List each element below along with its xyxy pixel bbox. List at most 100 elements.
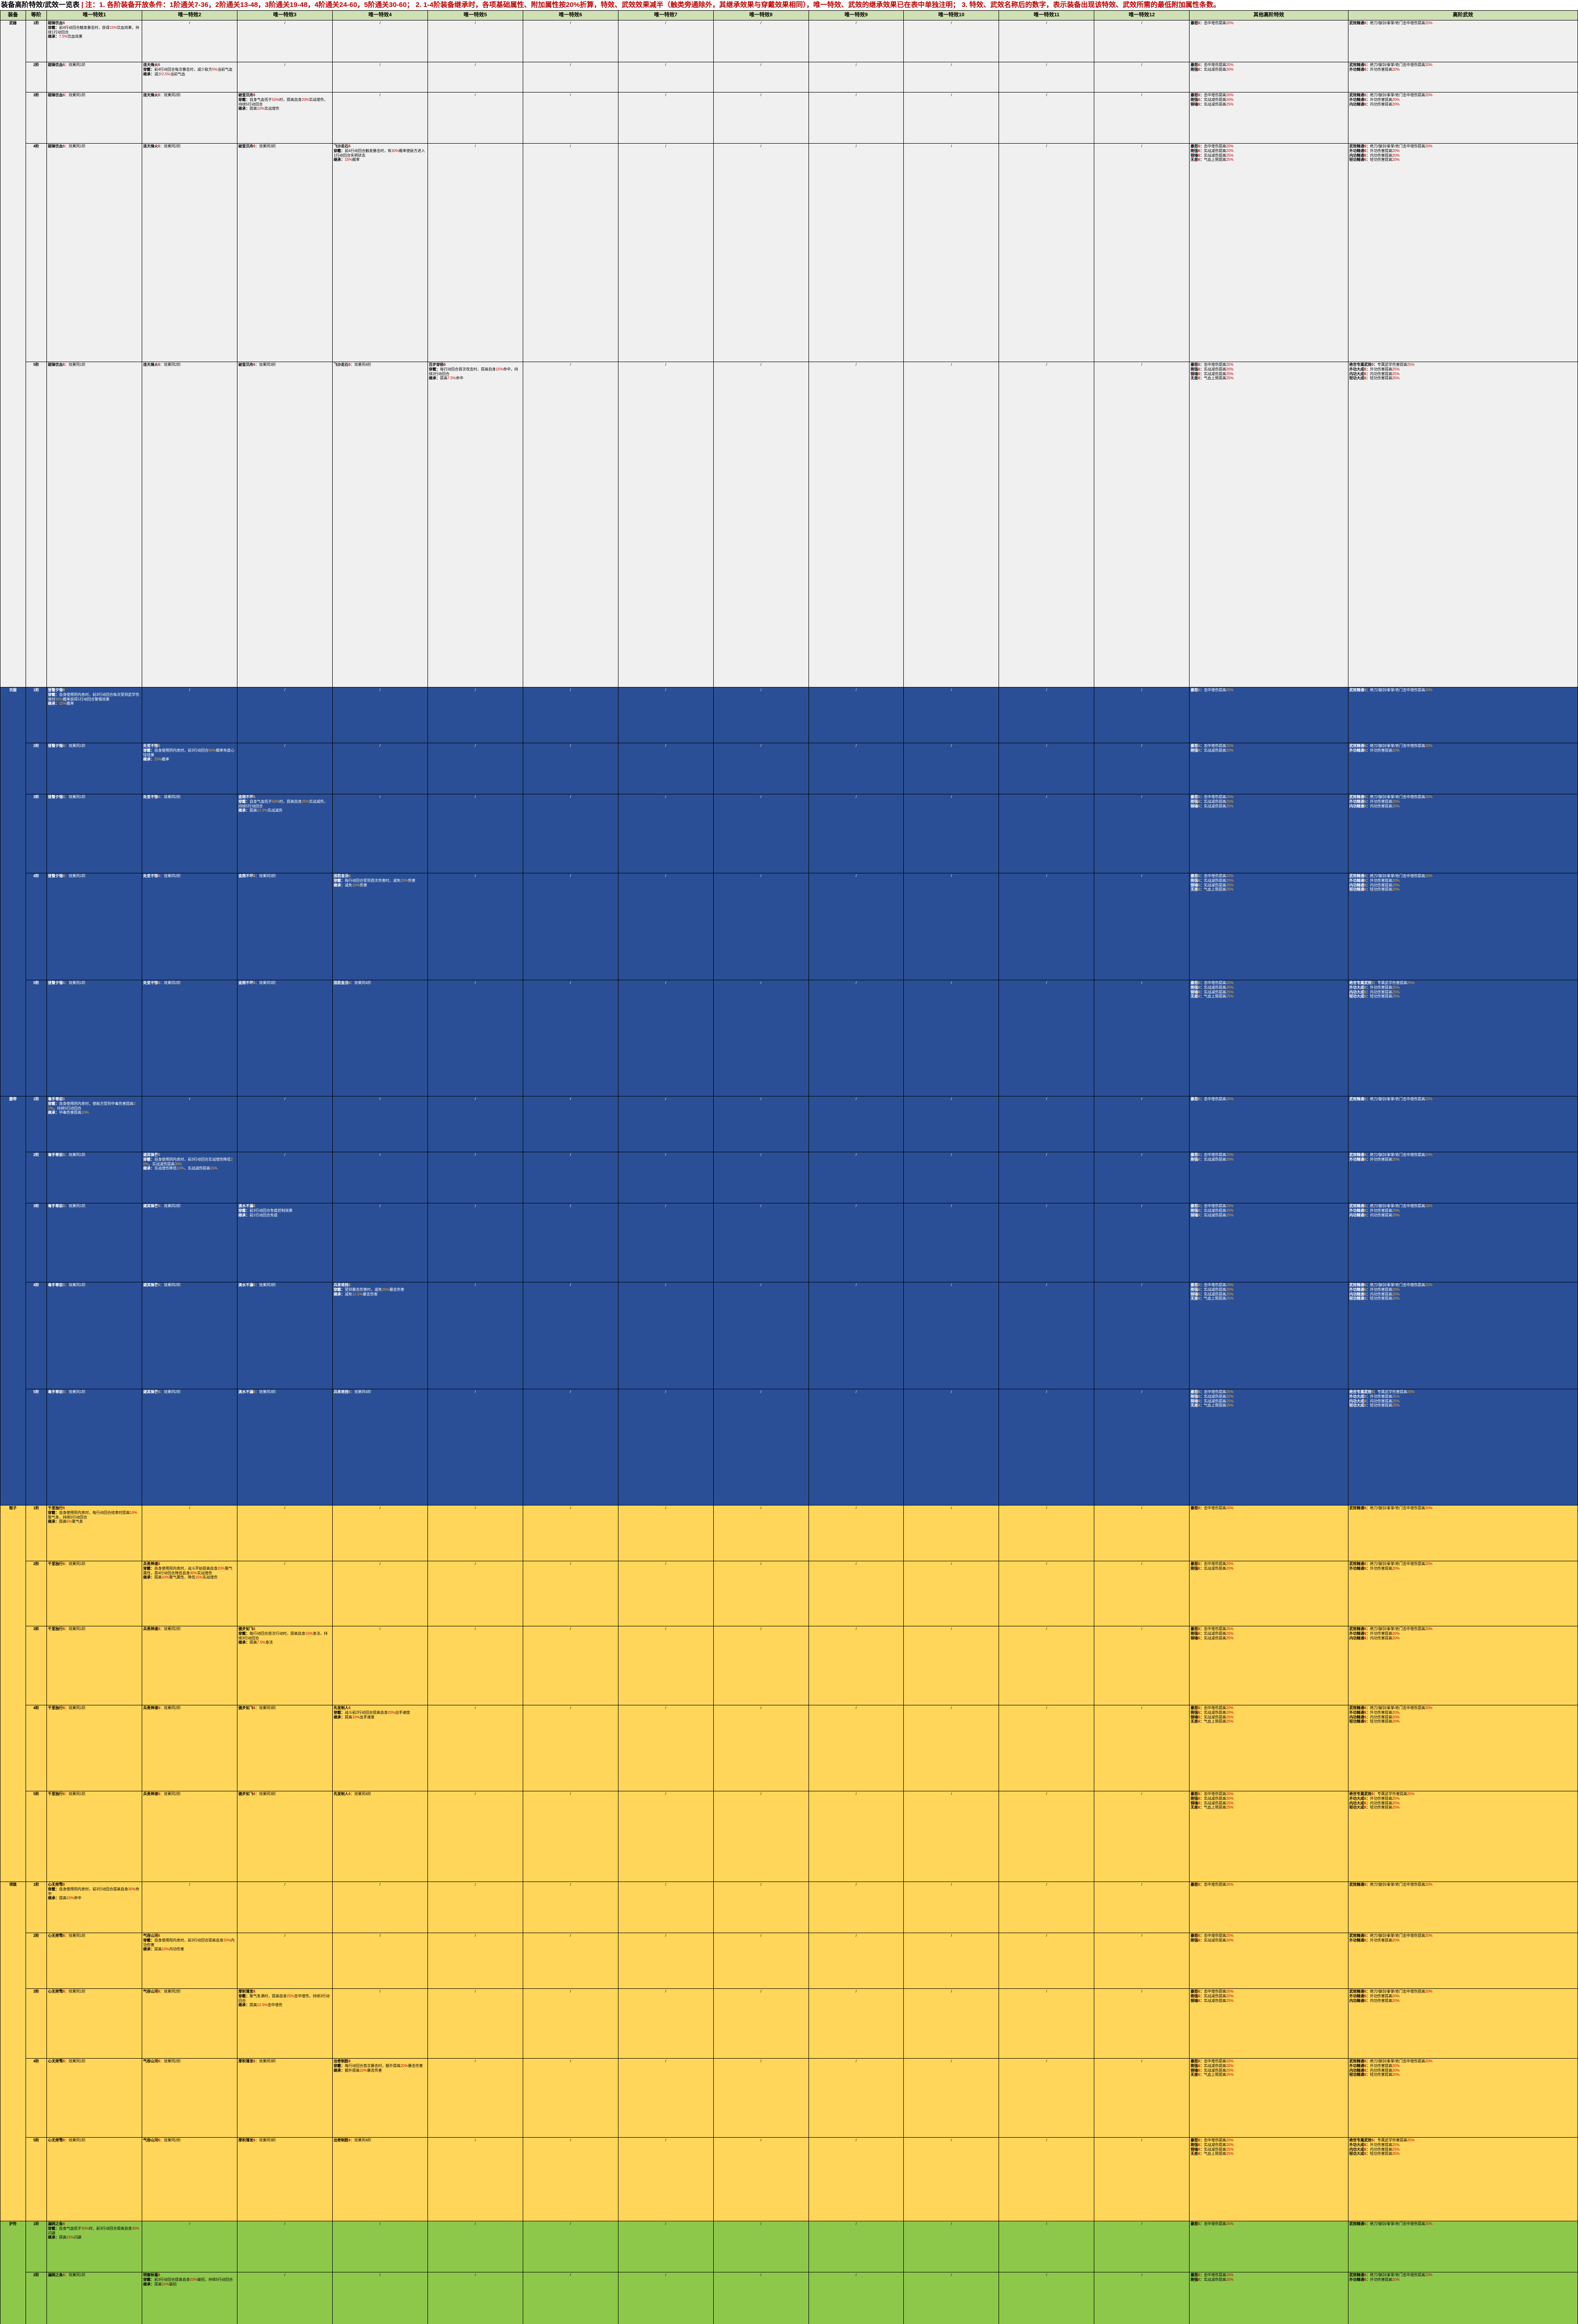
unique-effect-cell-11: / [999,980,1095,1096]
unique-effect-cell-5: / [427,2272,523,2324]
unique-effect-cell-11: / [999,1933,1095,1989]
unique-effect-cell-3: / [237,62,333,92]
unique-effect-cell-2: / [142,1882,238,1933]
high-martial-effects-cell: 武效精通6：绝刀/御剑/拳掌/奇门击中增伤提高20% [1348,1882,1578,1933]
high-martial-effects-cell: 武效精通6：绝刀/御剑/拳掌/奇门击中增伤提高20% 外功精通6：外功伤害提高20… [1348,62,1578,92]
unique-effect-cell-4: 先发制人6：效果同4阶 [332,1791,428,1882]
unique-effect-cell-2: 避其锋芒6：效果同2阶 [142,1203,238,1282]
unique-effect-cell-4: / [332,92,428,144]
tier-cell: 1阶 [25,1882,47,1933]
table-row: 2阶 毒手尊前6：效果同1阶 避其锋芒6 穿戴：自身使用阴内息时，前3行动回合实战增伤… [0,1152,1578,1203]
unique-effect-cell-1: 昼警夕惕6：效果同1阶 [46,794,143,873]
unique-effect-cell-6: / [522,1626,618,1705]
unique-effect-cell-5: / [427,1882,523,1933]
unique-effect-cell-3: / [237,20,333,62]
column-header-2: 等阶 [25,10,47,20]
unique-effect-cell-2: / [142,1505,238,1561]
unique-effect-cell-5: / [427,1626,523,1705]
column-header-12: 唯一特效10 [903,10,999,20]
unique-effect-cell-8: / [713,1203,809,1282]
unique-effect-cell-2: 气吞山河6：效果同2阶 [142,1988,238,2059]
unique-effect-cell-4: / [332,20,428,62]
unique-effect-cell-6: / [522,873,618,980]
other-high-effects-cell: 暴怒6：击中增伤提高20% 刚强6：实战减伤提高20% 铜墙6：实战减伤提高25% 无… [1189,2137,1348,2221]
unique-effect-cell-7: / [618,873,714,980]
unique-effect-cell-4: / [332,1152,428,1203]
unique-effect-cell-5: / [427,62,523,92]
high-martial-effects-cell: 绝世专属武效6：专属武学伤害提高25% 外功大成6：外功伤害提高25% 内功大成6：… [1348,1389,1578,1505]
unique-effect-cell-1: 昼警夕惕6：效果同1阶 [46,743,143,794]
tier-cell: 5阶 [25,362,47,687]
tier-cell: 1阶 [25,2221,47,2272]
table-row: 3阶 蹈锋饮血6：效果同1阶 连天烽火6：效果同2阶 破釜沉舟6 穿戴：自身气血低于50… [0,92,1578,144]
unique-effect-cell-8: / [713,2137,809,2221]
unique-effect-cell-9: / [808,2272,904,2324]
unique-effect-cell-11: / [999,687,1095,743]
unique-effect-cell-5: / [427,1203,523,1282]
unique-effect-cell-6: / [522,1933,618,1989]
unique-effect-cell-3: 厚积薄发6 穿戴：聚气条满时，提高自身25%击中增伤，持续3行动回合 继承：提高12… [237,1988,333,2059]
unique-effect-cell-6: / [522,2272,618,2324]
other-high-effects-cell: 暴怒6：击中增伤提高20% 刚强6：实战减伤提高20% [1189,1152,1348,1203]
category-cell-武器: 武器 [0,20,26,687]
unique-effect-cell-9: / [808,362,904,687]
column-header-5: 唯一特效3 [237,10,333,20]
high-martial-effects-cell: 武效精通6：绝刀/御剑/拳掌/奇门击中增伤提高20% 外功精通6：外功伤害提高20… [1348,92,1578,144]
high-martial-effects-cell: 武效精通6：绝刀/御剑/拳掌/奇门击中增伤提高20% 外功精通6：外功伤害提高20… [1348,743,1578,794]
unique-effect-cell-1: 千里独行6：效果同1阶 [46,1626,143,1705]
unique-effect-cell-8: / [713,1282,809,1389]
unique-effect-cell-11: / [999,62,1095,92]
unique-effect-cell-8: / [713,1505,809,1561]
table-row: 3阶 昼警夕惕6：效果同1阶 处变不惊6：效果同2阶 金刚不坏6 穿戴：自身气血低于50… [0,794,1578,873]
unique-effect-cell-7: / [618,2058,714,2138]
unique-effect-cell-8: / [713,1791,809,1882]
unique-effect-cell-12: / [1094,873,1190,980]
unique-effect-cell-4: 飞沙走石6：效果同4阶 [332,362,428,687]
unique-effect-cell-4: / [332,743,428,794]
unique-effect-cell-12: / [1094,687,1190,743]
unique-effect-cell-11: / [999,794,1095,873]
high-martial-effects-cell: 武效精通6：绝刀/御剑/拳掌/奇门击中增伤提高20% 外功精通6：外功伤害提高20… [1348,2272,1578,2324]
other-high-effects-cell: 暴怒6：击中增伤提高20% 刚强6：实战减伤提高20% 铜墙6：实战减伤提高25% 无… [1189,362,1348,687]
unique-effect-cell-7: / [618,1626,714,1705]
unique-effect-cell-3: 金刚不坏6 穿戴：自身气血低于50%时，提高自身25%实战减伤，持续5行动回合 继承… [237,794,333,873]
unique-effect-cell-1: 千里独行6：效果同1阶 [46,1791,143,1882]
unique-effect-cell-10: / [903,143,999,362]
unique-effect-cell-2: 处变不惊6 穿戴：自身使用阴内息时，前3行动回合50%概率免疫心惊效果 继承：25%… [142,743,238,794]
header-notes: 注：1. 各阶装备开放条件：1阶通关7-36，2阶通关13-48，3阶通关19-… [85,1,1221,9]
high-martial-effects-cell: 武效精通6：绝刀/御剑/拳掌/奇门击中增伤提高20% 外功精通6：外功伤害提高20… [1348,1561,1578,1626]
unique-effect-cell-5: / [427,687,523,743]
unique-effect-cell-11: / [999,20,1095,62]
column-header-6: 唯一特效4 [332,10,428,20]
high-martial-effects-cell: 武效精通6：绝刀/御剑/拳掌/奇门击中增伤提高20% 外功精通6：外功伤害提高20… [1348,1705,1578,1791]
other-high-effects-cell: 暴怒6：击中增伤提高20% 刚强6：实战减伤提高20% 铜墙6：实战减伤提高25% [1189,1988,1348,2059]
unique-effect-cell-3: 破釜沉舟6：效果同3阶 [237,143,333,362]
tier-cell: 5阶 [25,2137,47,2221]
unique-effect-cell-5: / [427,1096,523,1152]
unique-effect-cell-2: 连天烽火6：效果同2阶 [142,143,238,362]
unique-effect-cell-11: / [999,2058,1095,2138]
unique-effect-cell-10: / [903,1152,999,1203]
unique-effect-cell-3: 滴水不漏6 穿戴：前3行动回合免疫控制效果 继承：前1行动回合免疫 [237,1203,333,1282]
other-high-effects-cell: 暴怒6：击中增伤提高20% 刚强6：实战减伤提高20% [1189,2272,1348,2324]
tier-cell: 3阶 [25,1203,47,1282]
unique-effect-cell-7: / [618,2272,714,2324]
unique-effect-cell-6: / [522,1505,618,1561]
tier-cell: 3阶 [25,794,47,873]
tier-cell: 1阶 [25,687,47,743]
unique-effect-cell-6: / [522,1152,618,1203]
unique-effect-cell-9: / [808,1203,904,1282]
table-row: 衣服 1阶 昼警夕惕6 穿戴：自身使用阴内息时，前3行动回合每次受到武学伤害时30%概… [0,687,1578,1096]
unique-effect-cell-10: / [903,1203,999,1282]
category-cell-衣服: 衣服 [0,687,26,1096]
unique-effect-cell-6: / [522,980,618,1096]
unique-effect-cell-7: / [618,2221,714,2272]
high-martial-effects-cell: 绝世专属武效6：专属武学伤害提高25% 外功大成6：外功伤害提高25% 内功大成6：… [1348,1791,1578,1882]
unique-effect-cell-4: / [332,62,428,92]
unique-effect-cell-6: / [522,1282,618,1389]
unique-effect-cell-10: / [903,743,999,794]
unique-effect-cell-5: / [427,1705,523,1791]
unique-effect-cell-8: / [713,873,809,980]
other-high-effects-cell: 暴怒6：击中增伤提高20% 刚强6：实战减伤提高20% 铜墙6：实战减伤提高25% 无… [1189,1705,1348,1791]
unique-effect-cell-7: / [618,980,714,1096]
